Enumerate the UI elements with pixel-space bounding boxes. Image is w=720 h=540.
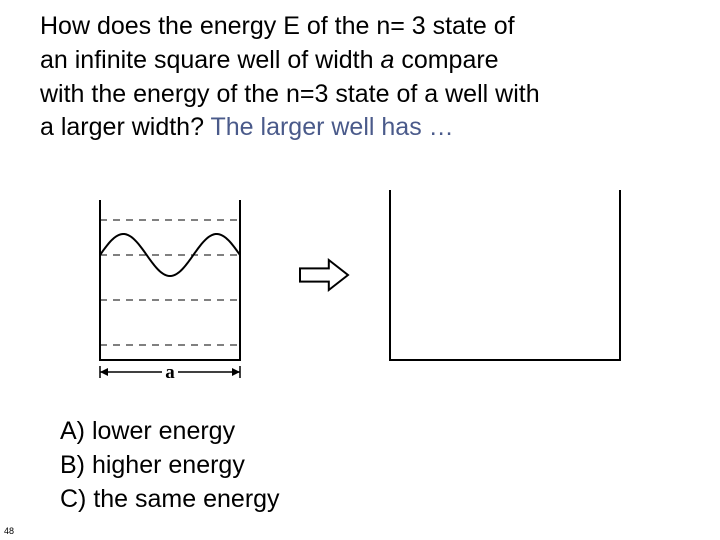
- question-line-2b: compare: [394, 46, 498, 74]
- question-line-4a: a larger width?: [40, 113, 210, 141]
- question-line-3: with the energy of the n=3 state of a we…: [40, 80, 540, 108]
- page-number: 48: [4, 526, 14, 536]
- question-line-4b: The larger well has …: [210, 113, 453, 141]
- question-block: How does the energy E of the n= 3 state …: [40, 10, 680, 145]
- question-line-1: How does the energy E of the n= 3 state …: [40, 12, 515, 40]
- svg-text:a: a: [165, 362, 175, 383]
- width-variable: a: [380, 46, 394, 74]
- diagram-area: a: [70, 190, 650, 390]
- question-line-2a: an infinite square well of width: [40, 46, 380, 74]
- answer-c: C) the same energy: [60, 483, 280, 517]
- answer-a: A) lower energy: [60, 415, 280, 449]
- answers-block: A) lower energy B) higher energy C) the …: [60, 415, 280, 516]
- wells-diagram: a: [70, 190, 650, 390]
- answer-b: B) higher energy: [60, 449, 280, 483]
